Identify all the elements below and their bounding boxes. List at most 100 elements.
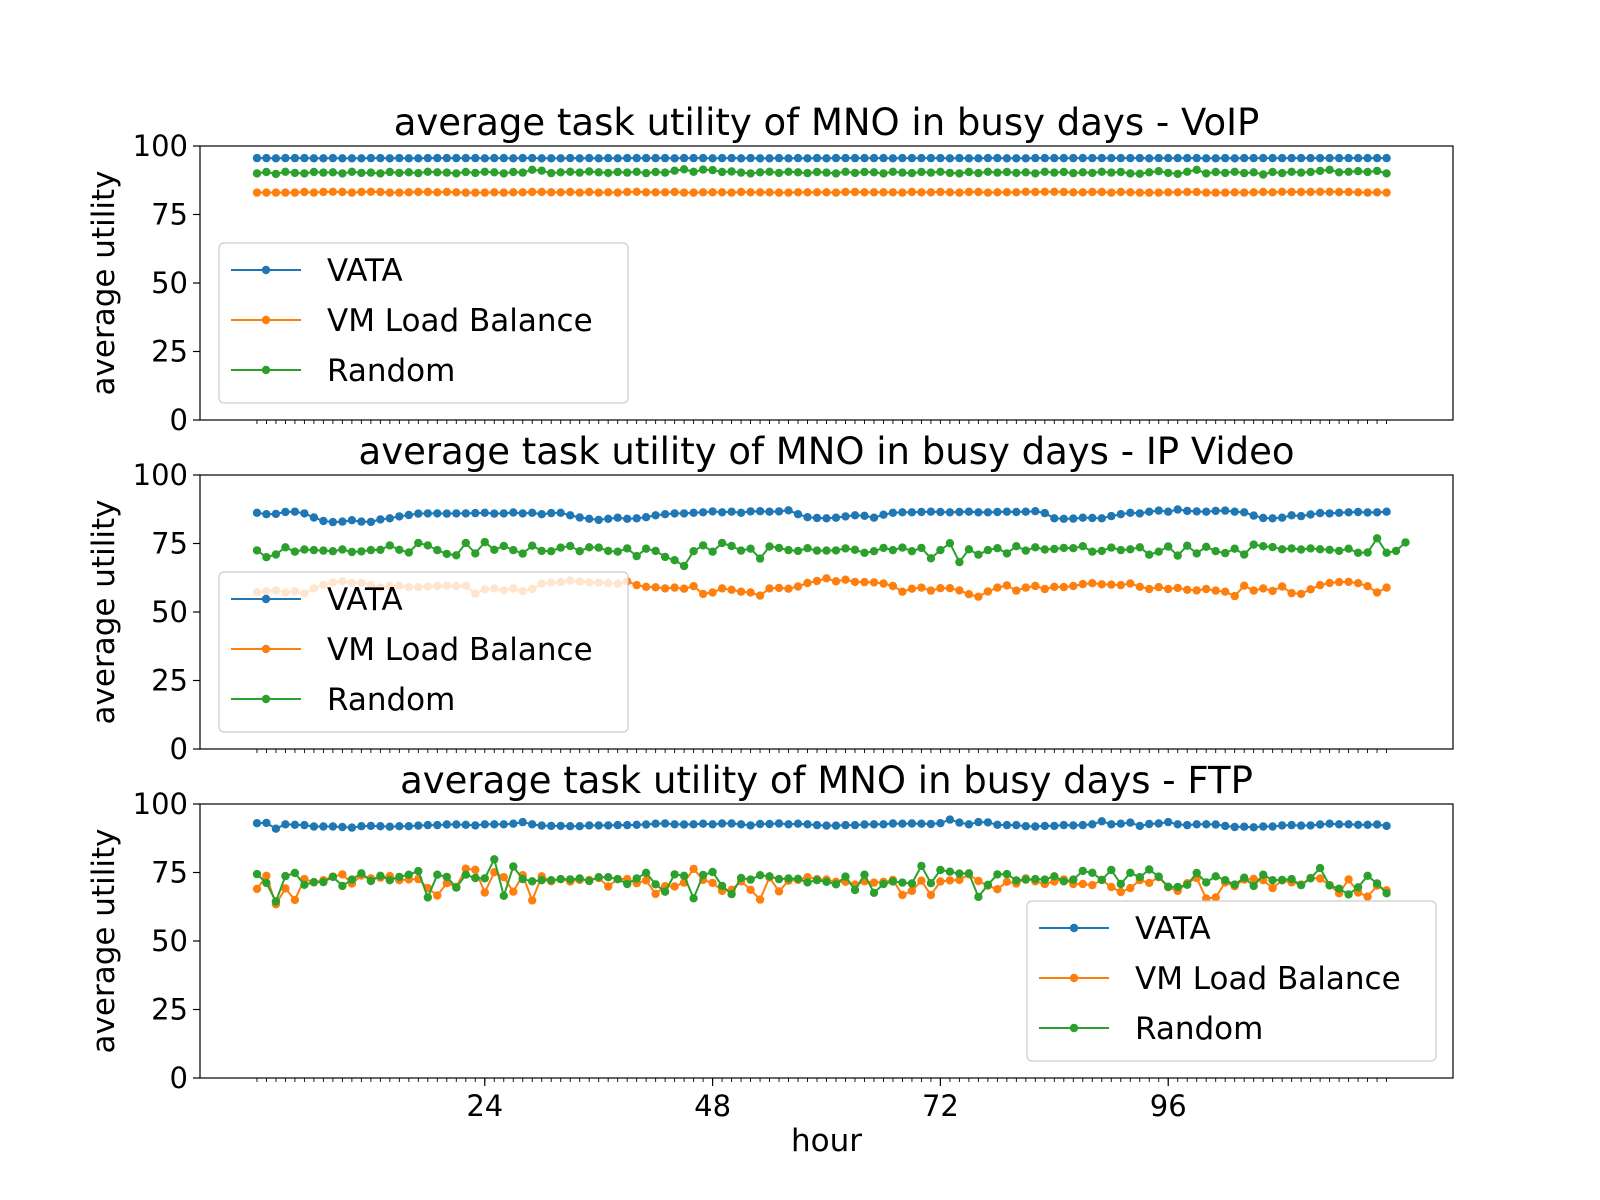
data-point bbox=[1325, 165, 1334, 174]
data-point bbox=[1240, 153, 1249, 163]
data-point bbox=[528, 165, 537, 174]
data-point bbox=[736, 873, 746, 883]
data-point bbox=[822, 168, 831, 177]
data-point bbox=[1306, 153, 1315, 163]
data-point bbox=[1031, 153, 1040, 163]
data-point bbox=[537, 546, 546, 556]
data-point bbox=[1334, 820, 1344, 829]
data-point bbox=[907, 508, 917, 517]
data-point bbox=[385, 154, 394, 163]
data-point bbox=[1296, 880, 1306, 890]
data-point bbox=[1145, 584, 1154, 594]
data-point bbox=[822, 514, 831, 523]
data-point bbox=[641, 153, 651, 163]
data-point bbox=[366, 187, 376, 196]
y-tick-label: 25 bbox=[151, 993, 188, 1027]
data-point bbox=[708, 820, 717, 829]
data-point bbox=[423, 509, 432, 518]
data-point bbox=[974, 817, 983, 827]
data-point bbox=[376, 169, 385, 178]
data-point bbox=[461, 188, 470, 197]
data-point bbox=[1088, 513, 1097, 523]
data-point bbox=[566, 822, 575, 831]
legend-label: Random bbox=[1135, 1011, 1263, 1047]
data-point bbox=[670, 870, 679, 879]
x-tick-label: 96 bbox=[1150, 1089, 1187, 1123]
data-point bbox=[1069, 544, 1078, 553]
data-point bbox=[888, 819, 898, 828]
data-point bbox=[1344, 508, 1353, 517]
y-tick-label: 0 bbox=[170, 1061, 188, 1095]
data-point bbox=[1230, 507, 1239, 516]
data-point bbox=[1221, 168, 1230, 178]
y-tick-label: 75 bbox=[151, 856, 188, 890]
data-point bbox=[1078, 168, 1088, 177]
data-point bbox=[774, 168, 784, 178]
data-point bbox=[566, 875, 575, 884]
data-point bbox=[423, 153, 432, 163]
data-point bbox=[936, 507, 945, 517]
data-point bbox=[974, 876, 983, 886]
data-point bbox=[879, 879, 888, 889]
data-point bbox=[812, 576, 822, 586]
data-point bbox=[604, 188, 613, 197]
data-point bbox=[746, 169, 755, 178]
data-point bbox=[1306, 167, 1315, 177]
data-point bbox=[404, 822, 413, 831]
data-point bbox=[556, 168, 565, 177]
data-point bbox=[1277, 582, 1287, 591]
data-point bbox=[993, 188, 1002, 197]
data-point bbox=[879, 153, 888, 163]
data-point bbox=[1363, 892, 1372, 901]
legend-marker bbox=[261, 315, 271, 325]
data-point bbox=[1221, 821, 1230, 831]
data-point bbox=[252, 884, 262, 894]
y-tick-label: 0 bbox=[170, 403, 188, 437]
data-point bbox=[793, 819, 803, 828]
data-point bbox=[1164, 188, 1173, 197]
data-point bbox=[1012, 586, 1021, 595]
data-point bbox=[1315, 580, 1325, 590]
data-point bbox=[414, 821, 423, 830]
data-point bbox=[1230, 188, 1239, 197]
data-point bbox=[917, 861, 926, 871]
data-point bbox=[926, 507, 936, 516]
data-point bbox=[1088, 187, 1097, 197]
data-point bbox=[917, 583, 926, 592]
data-point bbox=[1021, 822, 1030, 831]
data-point bbox=[1192, 187, 1201, 197]
data-point bbox=[338, 517, 347, 526]
data-point bbox=[594, 873, 603, 882]
data-point bbox=[414, 168, 423, 178]
data-point bbox=[395, 512, 404, 521]
data-point bbox=[1126, 153, 1135, 163]
data-point bbox=[689, 894, 698, 903]
data-point bbox=[1372, 153, 1382, 163]
data-point bbox=[537, 876, 546, 885]
data-point bbox=[1135, 153, 1145, 163]
data-point bbox=[841, 167, 850, 176]
data-point bbox=[651, 188, 660, 197]
data-point bbox=[1363, 153, 1372, 163]
data-point bbox=[983, 545, 993, 555]
data-point bbox=[385, 514, 394, 523]
data-point bbox=[689, 188, 698, 197]
data-point bbox=[774, 153, 784, 163]
data-point bbox=[670, 556, 679, 565]
data-point bbox=[1154, 167, 1163, 176]
data-point bbox=[1382, 153, 1391, 163]
data-point bbox=[898, 508, 907, 517]
data-point bbox=[509, 154, 518, 163]
data-point bbox=[1382, 889, 1391, 898]
data-point bbox=[1116, 187, 1126, 197]
data-point bbox=[1040, 153, 1050, 163]
data-point bbox=[1296, 589, 1306, 599]
data-point bbox=[1249, 586, 1258, 595]
data-point bbox=[309, 545, 319, 555]
data-point bbox=[1135, 821, 1145, 831]
data-point bbox=[328, 517, 338, 527]
data-point bbox=[964, 590, 974, 599]
data-point bbox=[1183, 187, 1192, 197]
data-point bbox=[1259, 870, 1268, 879]
data-point bbox=[518, 509, 527, 518]
